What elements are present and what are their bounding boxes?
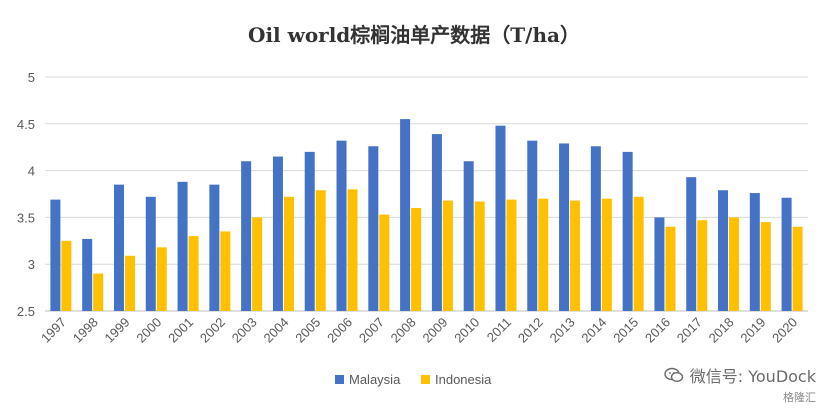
y-axis: 2.5 3 3.5 4 4.5 5: [17, 70, 35, 319]
x-tick-label: 2014: [578, 315, 609, 346]
bar-indonesia-2004: [283, 196, 294, 311]
bar-malaysia-2011: [495, 125, 506, 311]
bar-malaysia-1997: [50, 199, 61, 311]
legend-label-malaysia: Malaysia: [349, 372, 401, 387]
bar-indonesia-1998: [93, 273, 104, 311]
bar-malaysia-2017: [686, 177, 697, 311]
x-tick-label: 2017: [674, 315, 705, 346]
bar-malaysia-2002: [209, 184, 220, 311]
bar-indonesia-2015: [633, 196, 644, 311]
bar-malaysia-2016: [654, 217, 665, 311]
bar-indonesia-2005: [315, 190, 326, 311]
x-tick-label: 1998: [70, 315, 101, 346]
bar-indonesia-1999: [124, 255, 135, 311]
bar-indonesia-2001: [188, 236, 199, 311]
x-tick-label: 2004: [261, 315, 292, 346]
bar-indonesia-2007: [379, 214, 390, 311]
bar-malaysia-2018: [718, 190, 729, 311]
bar-indonesia-2013: [570, 200, 581, 311]
bar-indonesia-2003: [252, 217, 263, 311]
y-tick-label: 4.5: [17, 117, 35, 132]
grid-lines: [45, 76, 808, 312]
x-axis: 1997 1998 1999 2000 2001 2002 2003 2004 2005 2006…: [38, 315, 800, 346]
bar-indonesia-2008: [411, 208, 422, 311]
x-tick-label: 2019: [737, 315, 768, 346]
x-tick-label: 2015: [610, 315, 641, 346]
bar-indonesia-2018: [729, 217, 740, 311]
x-tick-label: 2008: [388, 315, 419, 346]
x-tick-label: 2000: [133, 315, 164, 346]
bars: [50, 119, 803, 312]
bar-malaysia-1999: [113, 184, 124, 311]
bar-indonesia-2002: [220, 231, 231, 311]
bar-indonesia-2000: [156, 247, 167, 311]
bar-malaysia-2010: [463, 161, 474, 311]
y-tick-label: 3: [28, 257, 35, 272]
watermark-source: 格隆汇: [783, 391, 816, 404]
wechat-icon: [664, 367, 683, 383]
x-tick-label: 2011: [484, 315, 514, 345]
legend: Malaysia Indonesia: [335, 372, 492, 387]
x-tick-label: 1999: [102, 315, 133, 346]
bar-malaysia-2013: [559, 143, 570, 311]
bar-malaysia-2003: [241, 161, 252, 311]
bar-malaysia-2019: [749, 193, 760, 311]
x-tick-label: 2001: [165, 315, 196, 346]
bar-indonesia-2019: [760, 222, 771, 311]
bar-indonesia-2006: [347, 189, 358, 311]
x-tick-label: 2016: [642, 315, 673, 346]
bar-malaysia-2004: [272, 156, 283, 311]
bar-malaysia-2007: [368, 146, 379, 311]
legend-swatch-malaysia: [335, 375, 344, 384]
bar-indonesia-2012: [538, 198, 549, 311]
watermark: 微信号: YouDock 格隆汇: [664, 363, 816, 405]
bar-indonesia-2011: [506, 199, 517, 311]
bar-indonesia-2010: [474, 201, 485, 311]
x-tick-label: 2006: [324, 315, 355, 346]
bar-malaysia-2009: [431, 134, 442, 311]
bar-malaysia-2001: [177, 181, 188, 311]
bar-malaysia-2006: [336, 140, 347, 311]
x-tick-label: 2002: [197, 315, 228, 346]
x-tick-label: 2007: [356, 315, 387, 346]
bar-malaysia-2000: [145, 196, 156, 311]
y-tick-label: 4: [28, 164, 35, 179]
bar-malaysia-2008: [400, 119, 411, 312]
bar-indonesia-2017: [697, 220, 708, 311]
bar-indonesia-2014: [601, 198, 612, 311]
x-tick-label: 2020: [769, 315, 800, 346]
bar-malaysia-1998: [82, 238, 93, 311]
chart-title: Oil world棕榈油单产数据（T/ha）: [248, 23, 580, 47]
x-tick-label: 1997: [38, 315, 69, 346]
legend-swatch-indonesia: [421, 375, 430, 384]
bar-indonesia-2016: [665, 226, 676, 311]
x-tick-label: 2003: [229, 315, 260, 346]
legend-label-indonesia: Indonesia: [435, 372, 492, 387]
bar-malaysia-2014: [590, 146, 601, 311]
bar-indonesia-1997: [61, 240, 72, 311]
y-tick-label: 5: [28, 70, 35, 85]
bar-malaysia-2005: [304, 151, 315, 311]
y-tick-label: 3.5: [17, 210, 35, 225]
x-tick-label: 2009: [419, 315, 450, 346]
bar-malaysia-2020: [781, 197, 792, 311]
bar-indonesia-2009: [442, 200, 453, 311]
watermark-wechat-id: 微信号: YouDock: [689, 367, 816, 386]
bar-indonesia-2020: [792, 226, 803, 311]
x-tick-label: 2005: [292, 315, 323, 346]
y-tick-label: 2.5: [17, 304, 35, 319]
bar-malaysia-2012: [527, 140, 538, 311]
x-tick-label: 2012: [515, 315, 546, 346]
x-tick-label: 2018: [706, 315, 737, 346]
x-tick-label: 2010: [451, 315, 482, 346]
x-tick-label: 2013: [547, 315, 578, 346]
bar-malaysia-2015: [622, 151, 633, 311]
